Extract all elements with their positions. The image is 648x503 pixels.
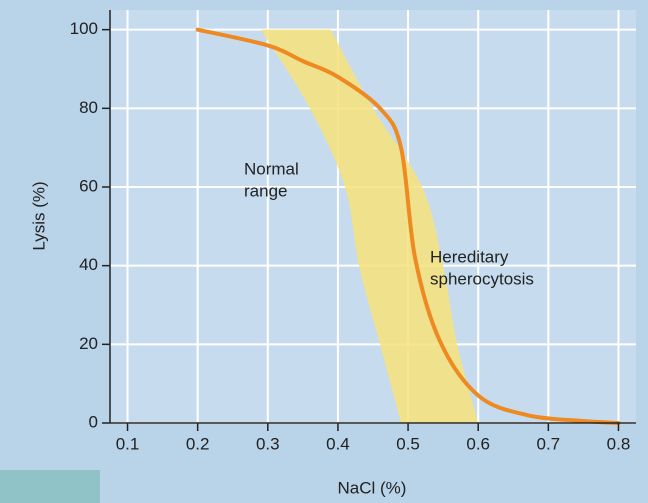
x-tick-label: 0.7	[537, 434, 561, 453]
y-tick-label: 100	[70, 19, 98, 38]
annotation: spherocytosis	[430, 269, 534, 288]
annotation: Hereditary	[430, 247, 509, 266]
normal-range-band	[260, 29, 479, 424]
annotation: Normal	[244, 159, 299, 178]
x-tick-label: 0.3	[256, 434, 280, 453]
x-axis-title: NaCl (%)	[338, 478, 407, 497]
y-tick-label: 20	[79, 334, 98, 353]
axes: 0 20 40 60 80 100 0.1 0.2 0.3 0.4 0.5 0.6 0.7 0.8	[70, 10, 636, 453]
y-axis-title: Lysis (%)	[29, 181, 48, 250]
y-tick-label: 80	[79, 98, 98, 117]
x-tick-label: 0.6	[466, 434, 490, 453]
marks: Normal range Hereditary spherocytosis	[195, 27, 621, 425]
curve	[195, 27, 621, 425]
x-tick-label: 0.2	[186, 434, 210, 453]
x-tick-label: 0.1	[116, 434, 140, 453]
corner-block	[0, 470, 100, 503]
y-tick-label: 60	[79, 176, 98, 195]
annotation: range	[244, 181, 287, 200]
x-tick-label: 0.5	[396, 434, 420, 453]
y-tick-label: 0	[89, 412, 98, 431]
x-tick-label: 0.8	[607, 434, 631, 453]
y-tick-label: 40	[79, 255, 98, 274]
x-tick-label: 0.4	[326, 434, 350, 453]
